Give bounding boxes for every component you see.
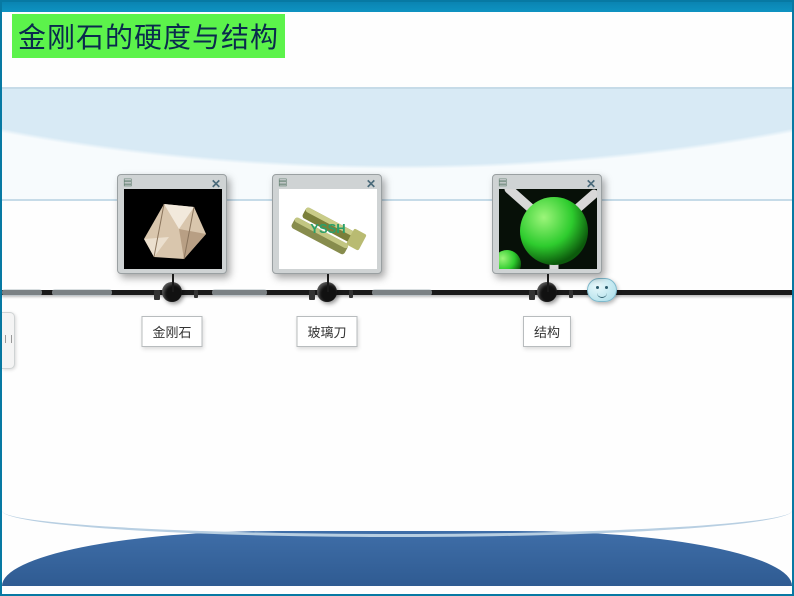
- timeline-segment: [372, 289, 432, 296]
- thumbnail-image: [124, 189, 222, 269]
- doc-icon: ▤: [123, 177, 132, 188]
- connector-tick-small: [569, 290, 573, 298]
- connector-tick-small: [194, 290, 198, 298]
- connector-stem: [327, 274, 329, 292]
- connector-tick: [309, 290, 315, 300]
- slide-title: 金刚石的硬度与结构: [12, 14, 285, 58]
- presentation-slide: 金刚石的硬度与结构 ▤ ✕ ▤ ✕: [0, 0, 794, 596]
- connector-stem: [172, 274, 174, 292]
- timeline-segment: [52, 289, 112, 296]
- timeline-item-label: 金刚石: [141, 316, 202, 347]
- thumbnail-image: [499, 189, 597, 269]
- close-icon[interactable]: ✕: [586, 177, 596, 191]
- connector-tick: [154, 290, 160, 300]
- background-curve-bottom: [2, 531, 792, 586]
- svg-text:YSSH: YSSH: [310, 221, 345, 236]
- timeline-segment: [2, 289, 42, 296]
- connector-stem: [547, 274, 549, 292]
- doc-icon: ▤: [498, 177, 507, 188]
- thumbnail-card[interactable]: ▤ ✕: [117, 174, 227, 274]
- connector-tick: [529, 290, 535, 300]
- thumbnail-image: YSSH: [279, 189, 377, 269]
- timeline-item-diamond[interactable]: ▤ ✕: [117, 174, 227, 274]
- connector-tick-small: [349, 290, 353, 298]
- window-titlebar-strip: [2, 2, 792, 12]
- timeline-item-label: 玻璃刀: [296, 316, 357, 347]
- close-icon[interactable]: ✕: [366, 177, 376, 191]
- close-icon[interactable]: ✕: [211, 177, 221, 191]
- timeline-segment: [212, 289, 267, 296]
- timeline-cursor-smiley[interactable]: [587, 278, 617, 302]
- timeline-item-glass-knife[interactable]: ▤ ✕ YSSH: [272, 174, 382, 274]
- side-panel-handle[interactable]: [2, 312, 15, 369]
- timeline-item-structure[interactable]: ▤ ✕: [492, 174, 602, 274]
- timeline-item-label: 结构: [523, 316, 571, 347]
- doc-icon: ▤: [278, 177, 287, 188]
- thumbnail-card[interactable]: ▤ ✕: [492, 174, 602, 274]
- thumbnail-card[interactable]: ▤ ✕ YSSH: [272, 174, 382, 274]
- timeline-rail[interactable]: [2, 287, 792, 297]
